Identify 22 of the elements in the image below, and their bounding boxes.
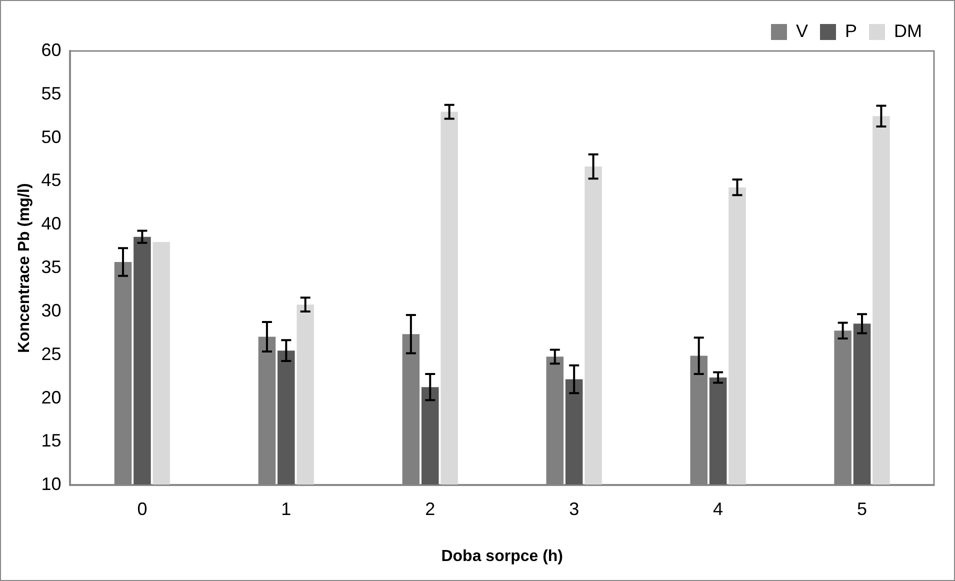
y-tick-label: 45 (41, 170, 62, 190)
legend-label: V (796, 20, 808, 41)
x-tick-label: 2 (425, 498, 436, 519)
y-tick-label: 50 (41, 126, 62, 147)
y-tick-label: 15 (41, 430, 62, 451)
y-tick-label: 60 (41, 40, 62, 60)
y-tick-label: 35 (41, 257, 62, 278)
y-tick-label: 55 (41, 83, 62, 104)
y-tick-label: 25 (41, 344, 62, 364)
x-tick-label: 3 (569, 498, 580, 519)
y-axis-title: Koncentrace Pb (mg/l) (16, 183, 34, 354)
legend-label: P (845, 20, 858, 41)
legend-label: DM (894, 20, 922, 41)
y-tick-label: 30 (41, 300, 62, 320)
x-tick-label: 1 (281, 498, 292, 519)
y-tick-label: 20 (41, 387, 62, 408)
x-tick-label: 5 (857, 498, 868, 519)
x-tick-label: 4 (713, 498, 724, 519)
y-tick-label: 10 (41, 474, 62, 494)
x-tick-label: 0 (137, 498, 148, 519)
y-tick-label: 40 (41, 214, 62, 234)
x-axis-title: Doba sorpce (h) (441, 548, 564, 565)
